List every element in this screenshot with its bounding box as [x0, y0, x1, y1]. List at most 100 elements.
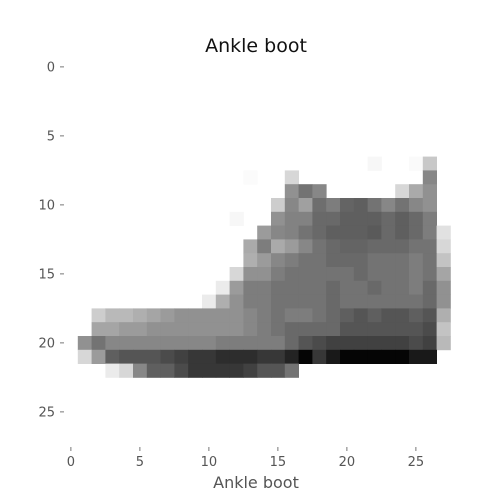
pixel-cell [422, 198, 437, 213]
x-tick-label: 10 [201, 455, 218, 470]
pixel-cell [243, 267, 258, 282]
pixel-cell [298, 349, 313, 364]
pixel-cell [312, 308, 327, 323]
pixel-cell [367, 294, 382, 309]
pixel-cell [229, 322, 244, 337]
pixel-cell [367, 239, 382, 254]
pixel-cell [105, 322, 120, 337]
pixel-cell [284, 267, 299, 282]
pixel-cell [298, 253, 313, 268]
x-axis-ticks: 0 5 10 15 20 25 [67, 447, 424, 470]
pixel-cell [298, 294, 313, 309]
pixel-cell [367, 322, 382, 337]
pixel-cell [298, 225, 313, 240]
pixel-cell [381, 211, 396, 226]
pixel-cell [340, 239, 355, 254]
pixel-cell [215, 294, 230, 309]
pixel-cell [395, 184, 410, 199]
pixel-cell [340, 308, 355, 323]
pixel-cell [202, 349, 217, 364]
pixel-cell [271, 198, 286, 213]
pixel-cell [119, 336, 134, 351]
pixel-cell [422, 156, 437, 171]
pixel-cell [284, 253, 299, 268]
pixel-cell [436, 267, 451, 282]
pixel-cell [381, 280, 396, 295]
pixel-cell [353, 198, 368, 213]
pixel-cell [215, 280, 230, 295]
pixel-cell [409, 239, 424, 254]
pixel-cell [188, 322, 203, 337]
pixel-cell [353, 239, 368, 254]
pixel-cell [381, 267, 396, 282]
pixel-cell [229, 363, 244, 378]
pixel-cell [298, 239, 313, 254]
pixel-cell [146, 349, 161, 364]
pixel-cell [174, 349, 189, 364]
pixel-cell [215, 336, 230, 351]
y-tick-label: 25 [38, 405, 55, 420]
pixel-cell [367, 267, 382, 282]
pixel-cell [229, 349, 244, 364]
pixel-cell [298, 280, 313, 295]
pixel-cell [91, 308, 106, 323]
pixel-cell [381, 308, 396, 323]
pixel-cell [257, 294, 272, 309]
pixel-cell [422, 211, 437, 226]
pixel-cell [436, 280, 451, 295]
pixel-cell [395, 267, 410, 282]
pixel-cell [284, 349, 299, 364]
y-tick-label: 5 [47, 129, 55, 144]
pixel-cell [326, 308, 341, 323]
pixel-cell [381, 336, 396, 351]
pixel-cell [271, 239, 286, 254]
pixel-cell [326, 239, 341, 254]
pixel-cell [284, 211, 299, 226]
pixel-cell [202, 363, 217, 378]
pixel-cell [257, 349, 272, 364]
pixel-cell [353, 211, 368, 226]
pixel-cell [271, 308, 286, 323]
pixel-cell [229, 267, 244, 282]
pixel-cell [271, 267, 286, 282]
pixel-cell [133, 336, 148, 351]
pixel-cell [105, 336, 120, 351]
pixel-cell [326, 267, 341, 282]
pixel-cell [284, 363, 299, 378]
pixel-cell [395, 336, 410, 351]
pixel-cell [367, 211, 382, 226]
pixel-cell [284, 336, 299, 351]
pixel-cell [326, 322, 341, 337]
pixel-cell [229, 308, 244, 323]
pixel-cell [91, 349, 106, 364]
x-tick-label: 20 [339, 455, 356, 470]
pixel-cell [340, 225, 355, 240]
pixel-cell [353, 225, 368, 240]
pixel-cell [409, 156, 424, 171]
pixel-cell [340, 253, 355, 268]
pixel-cell [298, 267, 313, 282]
pixel-cell [257, 253, 272, 268]
pixel-cell [367, 349, 382, 364]
y-tick-label: 20 [38, 336, 55, 351]
pixel-cell [243, 239, 258, 254]
pixel-cell [395, 280, 410, 295]
pixel-cell [353, 267, 368, 282]
pixel-cell [257, 322, 272, 337]
pixel-cell [326, 211, 341, 226]
pixel-cell [243, 336, 258, 351]
pixel-grid [77, 156, 451, 378]
pixel-cell [395, 349, 410, 364]
pixel-cell [188, 363, 203, 378]
pixel-cell [243, 308, 258, 323]
pixel-cell [422, 239, 437, 254]
pixel-cell [188, 336, 203, 351]
pixel-cell [243, 170, 258, 185]
pixel-cell [243, 253, 258, 268]
pixel-cell [312, 225, 327, 240]
pixel-cell [340, 349, 355, 364]
pixel-cell [284, 184, 299, 199]
pixel-cell [326, 349, 341, 364]
pixel-cell [395, 253, 410, 268]
